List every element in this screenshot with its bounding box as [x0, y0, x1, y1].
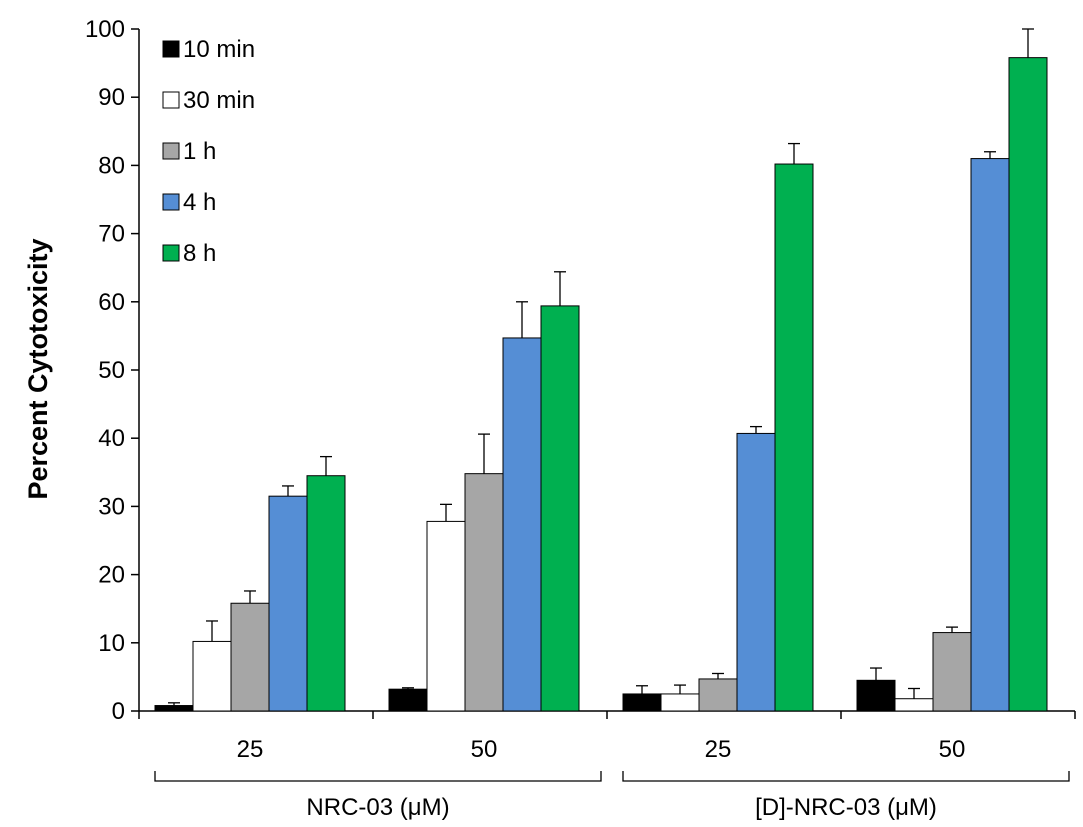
group-label: [D]-NRC-03 (μM)	[755, 794, 937, 821]
group-brackets: NRC-03 (μM) [D]-NRC-03 (μM)	[154, 771, 1070, 821]
bar	[1008, 57, 1048, 712]
legend-swatch	[162, 142, 180, 160]
legend-swatch	[162, 91, 180, 109]
bar	[774, 163, 814, 712]
legend-label: 1 h	[183, 138, 216, 165]
bar	[426, 520, 466, 712]
category-label: 50	[471, 736, 498, 763]
legend-swatch	[162, 244, 180, 262]
y-tick-label: 10	[98, 630, 125, 657]
y-tick-label: 50	[98, 357, 125, 384]
bar	[540, 305, 580, 712]
category-label: 50	[939, 736, 966, 763]
bar	[388, 688, 428, 712]
bar	[660, 693, 700, 712]
bar	[622, 693, 662, 712]
bar	[502, 337, 542, 712]
group-label: NRC-03 (μM)	[306, 794, 449, 821]
group-bracket	[154, 771, 602, 782]
y-axis-title: Percent Cytotoxicity	[23, 238, 53, 499]
y-tick-label: 40	[98, 425, 125, 452]
group-bracket	[622, 771, 1070, 782]
bar	[736, 432, 776, 712]
bar	[698, 678, 738, 712]
legend: 10 min 30 min 1 h 4 h 8 h	[162, 36, 255, 267]
bar	[230, 602, 270, 712]
legend-label: 4 h	[183, 189, 216, 216]
y-axis-ticks: 0 10 20 30 40 50 60 70 80 90 100	[85, 16, 139, 725]
bar	[306, 475, 346, 712]
bar	[894, 698, 934, 712]
y-tick-label: 90	[98, 84, 125, 111]
legend-label: 10 min	[183, 36, 255, 63]
category-label: 25	[237, 736, 264, 763]
bar	[464, 473, 504, 712]
y-tick-label: 30	[98, 493, 125, 520]
legend-label: 30 min	[183, 87, 255, 114]
category-label: 25	[705, 736, 732, 763]
bar	[154, 705, 194, 712]
y-tick-label: 0	[112, 698, 125, 725]
legend-swatch	[162, 193, 180, 211]
y-tick-label: 60	[98, 289, 125, 316]
legend-swatch	[162, 40, 180, 58]
bar	[268, 495, 308, 712]
bar	[856, 679, 896, 712]
y-tick-label: 20	[98, 562, 125, 589]
legend-label: 8 h	[183, 240, 216, 267]
category-labels: 25 50 25 50	[237, 736, 966, 763]
bar	[970, 158, 1010, 712]
y-tick-label: 70	[98, 221, 125, 248]
y-tick-label: 100	[85, 16, 125, 43]
y-tick-label: 80	[98, 152, 125, 179]
error-bars	[168, 28, 1034, 706]
bars	[154, 57, 1048, 712]
bar	[192, 640, 232, 712]
bar	[932, 632, 972, 712]
